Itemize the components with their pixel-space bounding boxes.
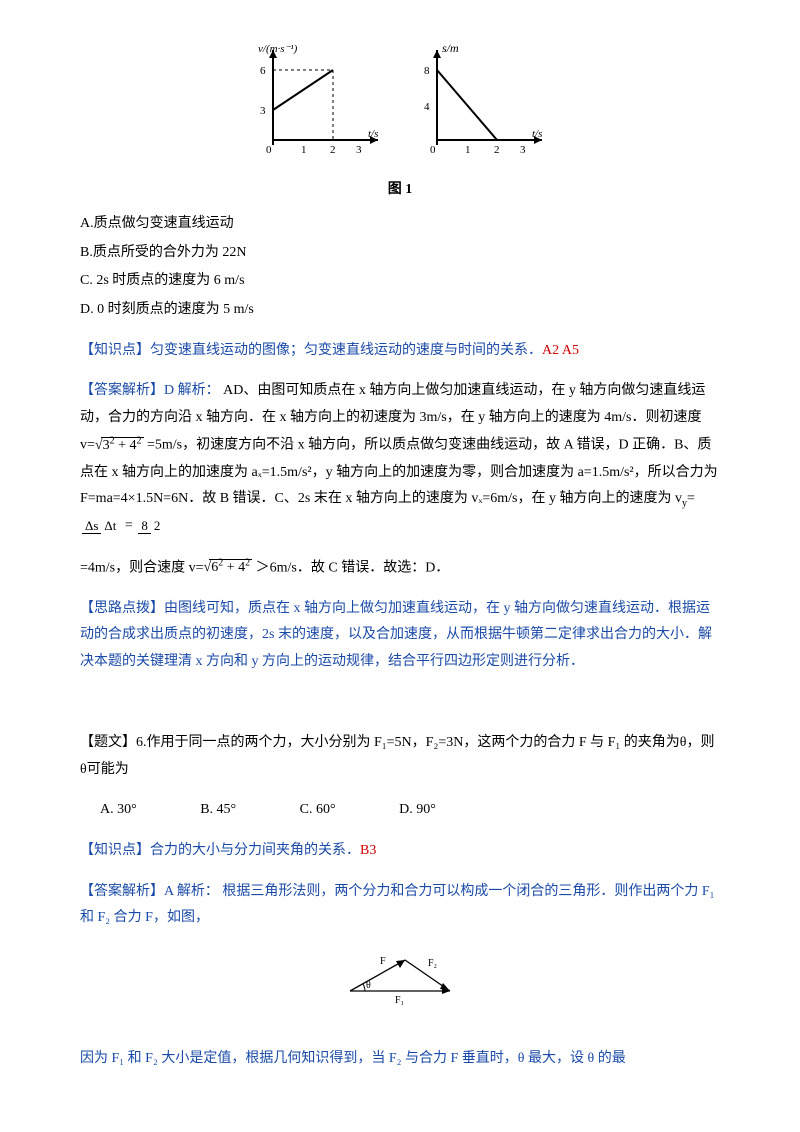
q5-option-b: B.质点所受的合外力为 22N [80, 240, 720, 267]
q6-ans-label: 【答案解析】 [80, 884, 164, 899]
q6-options: A. 30° B. 45° C. 60° D. 90° [80, 797, 720, 824]
svg-text:s/m: s/m [442, 41, 459, 55]
frac-ds-dt: ΔsΔt [82, 519, 119, 533]
theta-label: θ [366, 980, 371, 991]
F-label: F [380, 956, 386, 967]
svg-text:6: 6 [260, 65, 266, 77]
figure-1-left-chart: 0 1 2 3 t/s 3 6 v/(m·s⁻¹) [248, 40, 388, 160]
q5-ans-label: 【答案解析】 [80, 383, 164, 398]
frac1-num: Δs [82, 518, 101, 534]
q6-stem-text: 6.作用于同一点的两个力，大小分别为 F₁=5N，F₂=3N，这两个力的合力 F… [80, 735, 715, 777]
q5-tip: 【思路点拨】由图线可知，质点在 x 轴方向上做匀加速直线运动，在 y 轴方向做匀… [80, 596, 720, 676]
q5-ans-p3: =4m/s，则合速度 v= [80, 560, 204, 575]
frac2-den: 2 [151, 518, 164, 533]
svg-text:v/(m·s⁻¹): v/(m·s⁻¹) [258, 43, 298, 55]
q6-kp-text: 合力的大小与分力间夹角的关系． [150, 843, 360, 858]
figure-1-caption: 图 1 [80, 177, 720, 204]
q6-stem: 【题文】6.作用于同一点的两个力，大小分别为 F₁=5N，F₂=3N，这两个力的… [80, 730, 720, 783]
svg-text:0: 0 [430, 144, 436, 156]
F1-label: F₁ [395, 995, 404, 1006]
svg-text:4: 4 [424, 101, 430, 113]
svg-text:t/s: t/s [532, 128, 542, 140]
sqrt-1: √32 + 42 [95, 438, 144, 453]
sqrt1-a: 3 [103, 438, 110, 453]
figure-1: 0 1 2 3 t/s 3 6 v/(m·s⁻¹) 0 1 2 3 t/s 4 … [80, 40, 720, 171]
q6-option-d: D. 90° [399, 797, 436, 824]
q6-ans-text: A 解析： 根据三角形法则，两个分力和合力可以构成一个闭合的三角形．则作出两个力… [80, 884, 715, 926]
sqrt1-b: 4 [130, 438, 137, 453]
q6-triangle-figure: θ F F₂ F₁ [80, 946, 720, 1017]
svg-text:1: 1 [301, 144, 307, 156]
q6-continuation: 因为 F₁ 和 F₂ 大小是定值，根据几何知识得到，当 F₂ 与合力 F 垂直时… [80, 1046, 720, 1073]
q5-tip-label: 【思路点拨】 [80, 601, 164, 616]
q6-answer: 【答案解析】A 解析： 根据三角形法则，两个分力和合力可以构成一个闭合的三角形．… [80, 879, 720, 932]
q5-kp-label: 【知识点】 [80, 343, 150, 358]
q5-ans-p2: =5m/s，初速度方向不沿 x 轴方向，所以质点做匀变速曲线运动，故 A 错误，… [80, 438, 718, 506]
q5-kp-code: A2 A5 [542, 343, 579, 358]
q5-option-a: A.质点做匀变速直线运动 [80, 211, 720, 238]
svg-text:2: 2 [330, 144, 336, 156]
q6-option-b: B. 45° [200, 797, 236, 824]
figure-1-right-chart: 0 1 2 3 t/s 4 8 s/m [412, 40, 552, 160]
q5-tip-text: 由图线可知，质点在 x 轴方向上做匀加速直线运动，在 y 轴方向做匀速直线运动．… [80, 601, 712, 669]
frac-8-2: 82 [138, 519, 163, 533]
svg-text:3: 3 [520, 144, 526, 156]
svg-text:1: 1 [465, 144, 471, 156]
q5-knowledge: 【知识点】匀变速直线运动的图像；匀变速直线运动的速度与时间的关系．A2 A5 [80, 338, 720, 365]
q6-option-c: C. 60° [300, 797, 336, 824]
q5-ans-letter: D 解析： [164, 383, 220, 398]
q5-answer-p2: =4m/s，则合速度 v=√62 + 42 ＞6m/s．故 C 错误．故选：D． [80, 554, 720, 582]
q6-knowledge: 【知识点】合力的大小与分力间夹角的关系．B3 [80, 838, 720, 865]
q5-ans-p4: ＞6m/s．故 C 错误．故选：D． [252, 560, 449, 575]
svg-text:2: 2 [494, 144, 500, 156]
sqrt-2: √62 + 42 [204, 560, 253, 575]
q5-option-d: D. 0 时刻质点的速度为 5 m/s [80, 297, 720, 324]
q6-kp-code: B3 [360, 843, 376, 858]
q5-kp-text: 匀变速直线运动的图像；匀变速直线运动的速度与时间的关系． [150, 343, 542, 358]
frac2-num: 8 [138, 518, 151, 534]
frac1-den: Δt [101, 518, 119, 533]
q5-option-c: C. 2s 时质点的速度为 6 m/s [80, 268, 720, 295]
F2-label: F₂ [428, 958, 437, 969]
q5-answer-p1: 【答案解析】D 解析： AD、由图可知质点在 x 轴方向上做匀加速直线运动，在 … [80, 378, 720, 539]
q6-stem-label: 【题文】 [80, 735, 136, 750]
svg-text:8: 8 [424, 65, 430, 77]
svg-text:3: 3 [356, 144, 362, 156]
svg-text:3: 3 [260, 105, 266, 117]
svg-text:t/s: t/s [368, 128, 378, 140]
q6-kp-label: 【知识点】 [80, 843, 150, 858]
q5-choices: A.质点做匀变速直线运动 B.质点所受的合外力为 22N C. 2s 时质点的速… [80, 211, 720, 323]
q6-option-a: A. 30° [100, 797, 137, 824]
svg-text:0: 0 [266, 144, 272, 156]
